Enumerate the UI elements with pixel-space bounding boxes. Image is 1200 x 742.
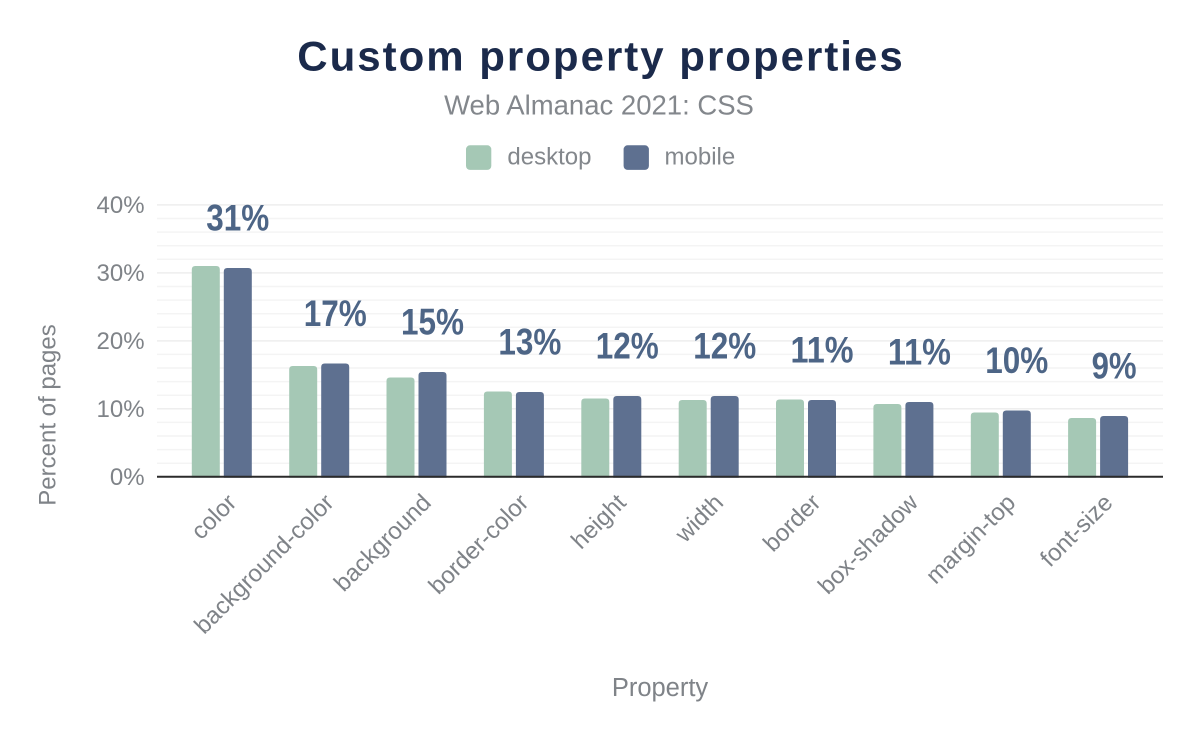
svg-text:mobile: mobile xyxy=(665,144,736,171)
svg-text:15%: 15% xyxy=(401,301,464,343)
svg-text:11%: 11% xyxy=(888,331,951,373)
svg-text:Custom property properties: Custom property properties xyxy=(297,33,904,80)
svg-text:desktop: desktop xyxy=(507,144,591,171)
svg-text:17%: 17% xyxy=(304,292,367,334)
svg-text:Web Almanac 2021: CSS: Web Almanac 2021: CSS xyxy=(444,89,754,120)
svg-text:12%: 12% xyxy=(693,325,756,367)
svg-text:20%: 20% xyxy=(97,328,145,355)
svg-text:31%: 31% xyxy=(206,197,269,239)
svg-text:11%: 11% xyxy=(791,329,854,371)
svg-text:12%: 12% xyxy=(596,325,659,367)
svg-text:0%: 0% xyxy=(110,464,145,491)
svg-text:Percent of pages: Percent of pages xyxy=(35,324,62,505)
svg-text:10%: 10% xyxy=(985,339,1048,381)
svg-text:10%: 10% xyxy=(97,396,145,423)
svg-text:Property: Property xyxy=(612,674,709,702)
svg-text:9%: 9% xyxy=(1092,345,1137,387)
svg-text:30%: 30% xyxy=(97,260,145,287)
svg-text:40%: 40% xyxy=(97,192,145,219)
svg-text:13%: 13% xyxy=(498,321,561,363)
